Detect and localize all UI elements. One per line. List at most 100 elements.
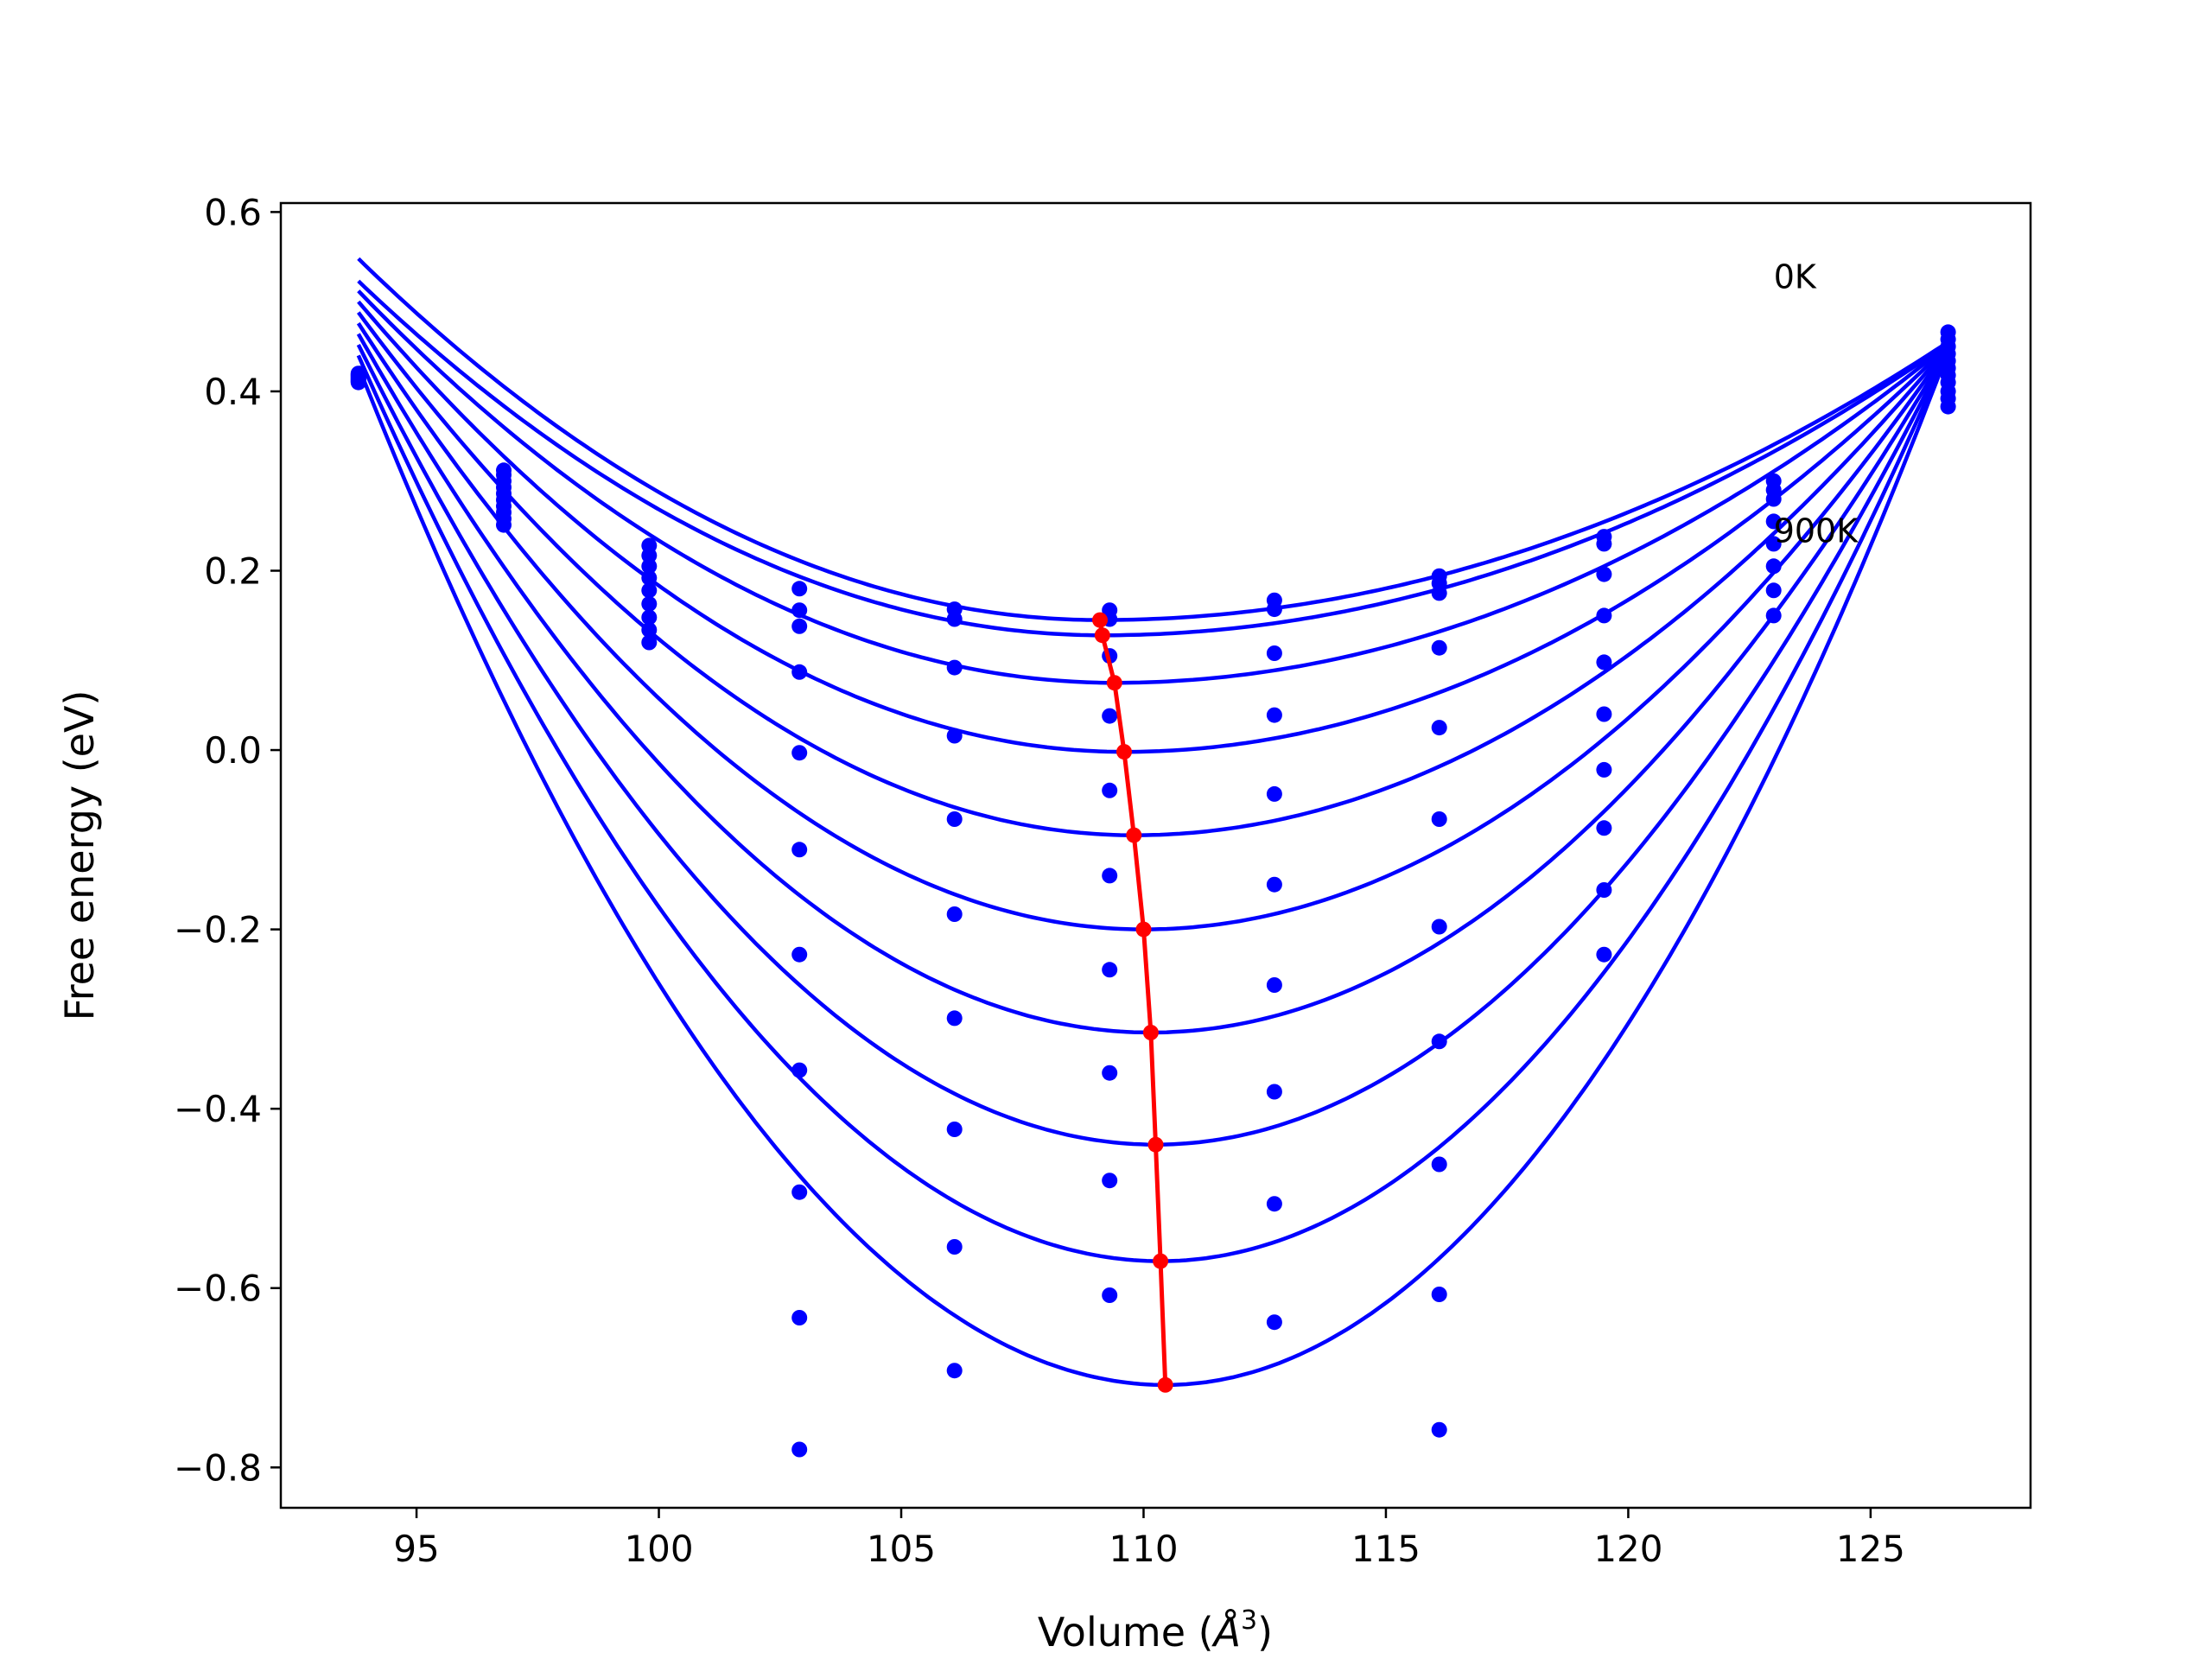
- x-tick-label: 100: [624, 1528, 693, 1570]
- data-point: [791, 664, 808, 680]
- minimum-point: [1094, 627, 1110, 644]
- data-point: [1266, 645, 1282, 661]
- data-point: [1596, 820, 1612, 836]
- data-point: [1266, 707, 1282, 723]
- data-point: [1765, 607, 1782, 624]
- data-point: [1940, 324, 1956, 340]
- data-point: [1102, 782, 1118, 798]
- data-point: [946, 659, 963, 676]
- data-point: [946, 728, 963, 744]
- x-tick-label: 115: [1351, 1528, 1421, 1570]
- x-tick-label: 125: [1836, 1528, 1905, 1570]
- data-point: [1266, 1314, 1282, 1331]
- fit-curve-5: [356, 321, 1950, 931]
- fit-curve-1: [357, 279, 1949, 638]
- minimum-point: [1092, 612, 1108, 628]
- x-tick-label: 110: [1109, 1528, 1178, 1570]
- data-point: [1765, 536, 1782, 552]
- axis-ticks: 95 100 105 110 115 120 125 0.6 0.4 0.2 0.0 −0.2 −0.4…: [174, 191, 1905, 1570]
- x-axis-label-main: Volume (: [1038, 1609, 1214, 1656]
- data-point: [946, 1122, 963, 1137]
- data-point: [1266, 876, 1282, 893]
- data-point: [1266, 1084, 1282, 1100]
- minimum-point: [1135, 921, 1152, 938]
- data-point: [1431, 1287, 1447, 1302]
- data-point: [1596, 946, 1612, 963]
- minimum-point: [1126, 827, 1142, 843]
- data-point: [1266, 601, 1282, 618]
- data-point: [791, 618, 808, 634]
- x-tick-label: 95: [393, 1528, 439, 1570]
- y-axis-label: Free energy (eV): [56, 690, 103, 1021]
- x-axis-label-unit: Å: [1211, 1609, 1241, 1656]
- plot-frame: [279, 201, 2032, 1510]
- data-point: [791, 581, 808, 597]
- y-tick-label: 0.4: [204, 371, 262, 413]
- x-tick-label: 105: [867, 1528, 936, 1570]
- data-point: [1596, 706, 1612, 722]
- data-point: [1431, 1421, 1447, 1438]
- fit-curve-4: [356, 311, 1950, 837]
- data-point: [1765, 582, 1782, 599]
- data-point: [791, 602, 808, 619]
- minimum-point: [1147, 1136, 1164, 1153]
- data-point: [1102, 962, 1118, 978]
- y-tick-label: −0.2: [174, 909, 262, 951]
- data-point: [1765, 558, 1782, 575]
- x-axis-label: Volume (Å3): [1038, 1605, 1273, 1656]
- data-point: [641, 582, 658, 599]
- data-point: [641, 569, 658, 586]
- data-point: [791, 745, 808, 761]
- data-point: [946, 1363, 963, 1379]
- data-point: [1765, 491, 1782, 507]
- data-point: [946, 1239, 963, 1255]
- data-point: [1596, 882, 1612, 898]
- data-point: [791, 1062, 808, 1078]
- y-tick-label: −0.4: [174, 1088, 262, 1130]
- data-point: [641, 634, 658, 651]
- y-tick-label: −0.8: [174, 1446, 262, 1489]
- minimum-point: [1153, 1253, 1169, 1269]
- y-tick-label: 0.0: [204, 729, 262, 772]
- annotation-0k: 0K: [1774, 258, 1817, 296]
- data-point: [1102, 1287, 1118, 1303]
- fit-curve-0: [357, 257, 1949, 622]
- data-point: [946, 1010, 963, 1027]
- annotations: 0K 900K: [1774, 258, 1859, 550]
- minimum-point: [1157, 1376, 1173, 1393]
- x-tick-label: 120: [1593, 1528, 1662, 1570]
- data-point: [1431, 585, 1447, 601]
- x-axis-label-sup: 3: [1241, 1605, 1257, 1636]
- data-point: [1765, 513, 1782, 530]
- data-point: [641, 547, 658, 563]
- y-tick-label: 0.2: [204, 550, 262, 592]
- y-tick-label: 0.6: [204, 191, 262, 233]
- data-point: [946, 611, 963, 627]
- data-point: [791, 946, 808, 963]
- data-point: [1266, 1196, 1282, 1212]
- data-point: [1431, 720, 1447, 736]
- data-point: [1431, 1033, 1447, 1050]
- data-point: [1596, 607, 1612, 624]
- y-tick-label: −0.6: [174, 1268, 262, 1310]
- data-point: [641, 595, 658, 612]
- minimum-point: [1106, 675, 1122, 691]
- data-point: [791, 1184, 808, 1200]
- minimum-point: [1116, 744, 1132, 760]
- minimum-path-line: [1097, 620, 1168, 1385]
- x-axis-label-close: ): [1257, 1609, 1273, 1656]
- data-point: [791, 1441, 808, 1458]
- data-point: [641, 622, 658, 638]
- data-point: [641, 558, 658, 575]
- data-point: [1431, 1156, 1447, 1173]
- minimum-point: [1142, 1025, 1159, 1040]
- fit-curve-2: [357, 289, 1950, 685]
- data-point: [1102, 1065, 1118, 1081]
- data-point: [641, 609, 658, 626]
- data-point: [1431, 811, 1447, 827]
- data-point: [1102, 868, 1118, 884]
- data-point: [496, 517, 512, 533]
- data-point: [350, 365, 366, 382]
